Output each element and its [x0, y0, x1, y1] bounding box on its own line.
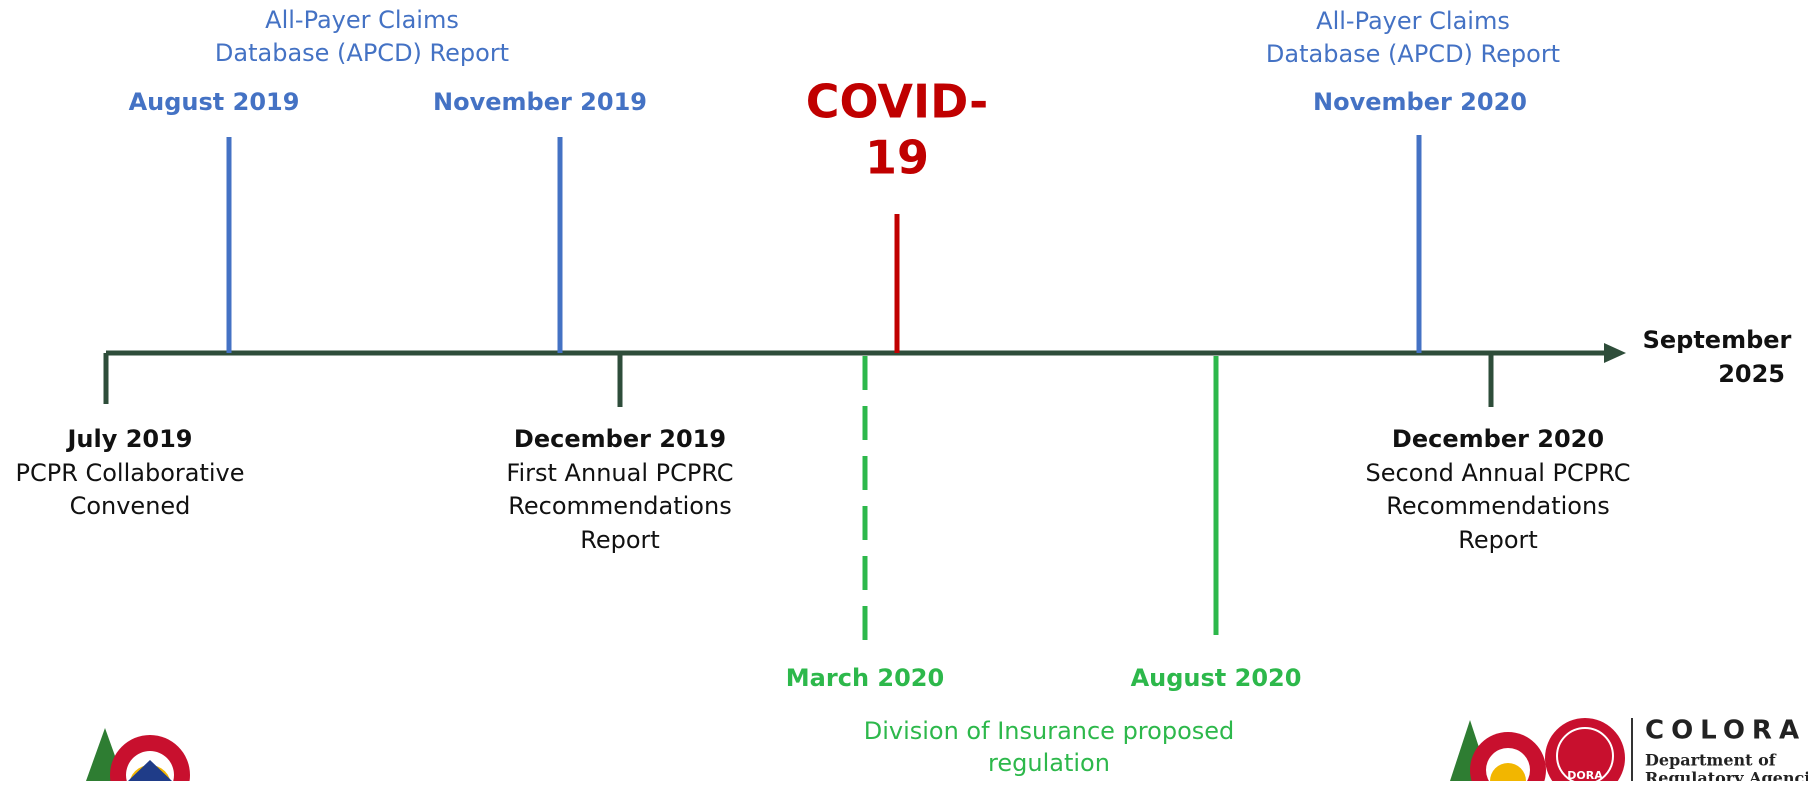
- logo-badge: DORA: [1567, 769, 1603, 781]
- end-label: September: [1643, 326, 1792, 354]
- axis-arrow: [1604, 343, 1626, 363]
- note: regulation: [988, 749, 1110, 777]
- note: Database (APCD) Report: [1266, 40, 1560, 68]
- date: March 2020: [786, 664, 944, 692]
- note: All-Payer Claims: [265, 6, 459, 34]
- note: First Annual PCPRC: [506, 459, 733, 487]
- note: All-Payer Claims: [1316, 7, 1510, 35]
- date: December 2019: [514, 425, 726, 453]
- logo: DORA COLORADO Department of Regulatory A…: [1450, 716, 1808, 785]
- note: PCPR Collaborative: [15, 459, 244, 487]
- note: Convened: [70, 492, 191, 520]
- date: November 2020: [1313, 88, 1527, 116]
- date: July 2019: [65, 425, 192, 453]
- note: Report: [1458, 526, 1538, 554]
- date: December 2020: [1392, 425, 1604, 453]
- logo: [86, 728, 190, 785]
- note: Database (APCD) Report: [215, 39, 509, 67]
- date: August 2020: [1131, 664, 1302, 692]
- note: Recommendations: [1386, 492, 1609, 520]
- logo-name: COLORADO: [1645, 716, 1808, 746]
- date: 19: [865, 131, 929, 185]
- date: November 2019: [433, 88, 647, 116]
- date: COVID-: [806, 75, 988, 129]
- end-label: 2025: [1718, 360, 1785, 388]
- note: Division of Insurance proposed: [864, 717, 1235, 745]
- note: Report: [580, 526, 660, 554]
- logo-dept: Department of: [1645, 751, 1777, 770]
- date: August 2019: [129, 88, 300, 116]
- note: Second Annual PCPRC: [1366, 459, 1631, 487]
- logo-dept: Regulatory Agencies: [1645, 769, 1808, 782]
- note: Recommendations: [508, 492, 731, 520]
